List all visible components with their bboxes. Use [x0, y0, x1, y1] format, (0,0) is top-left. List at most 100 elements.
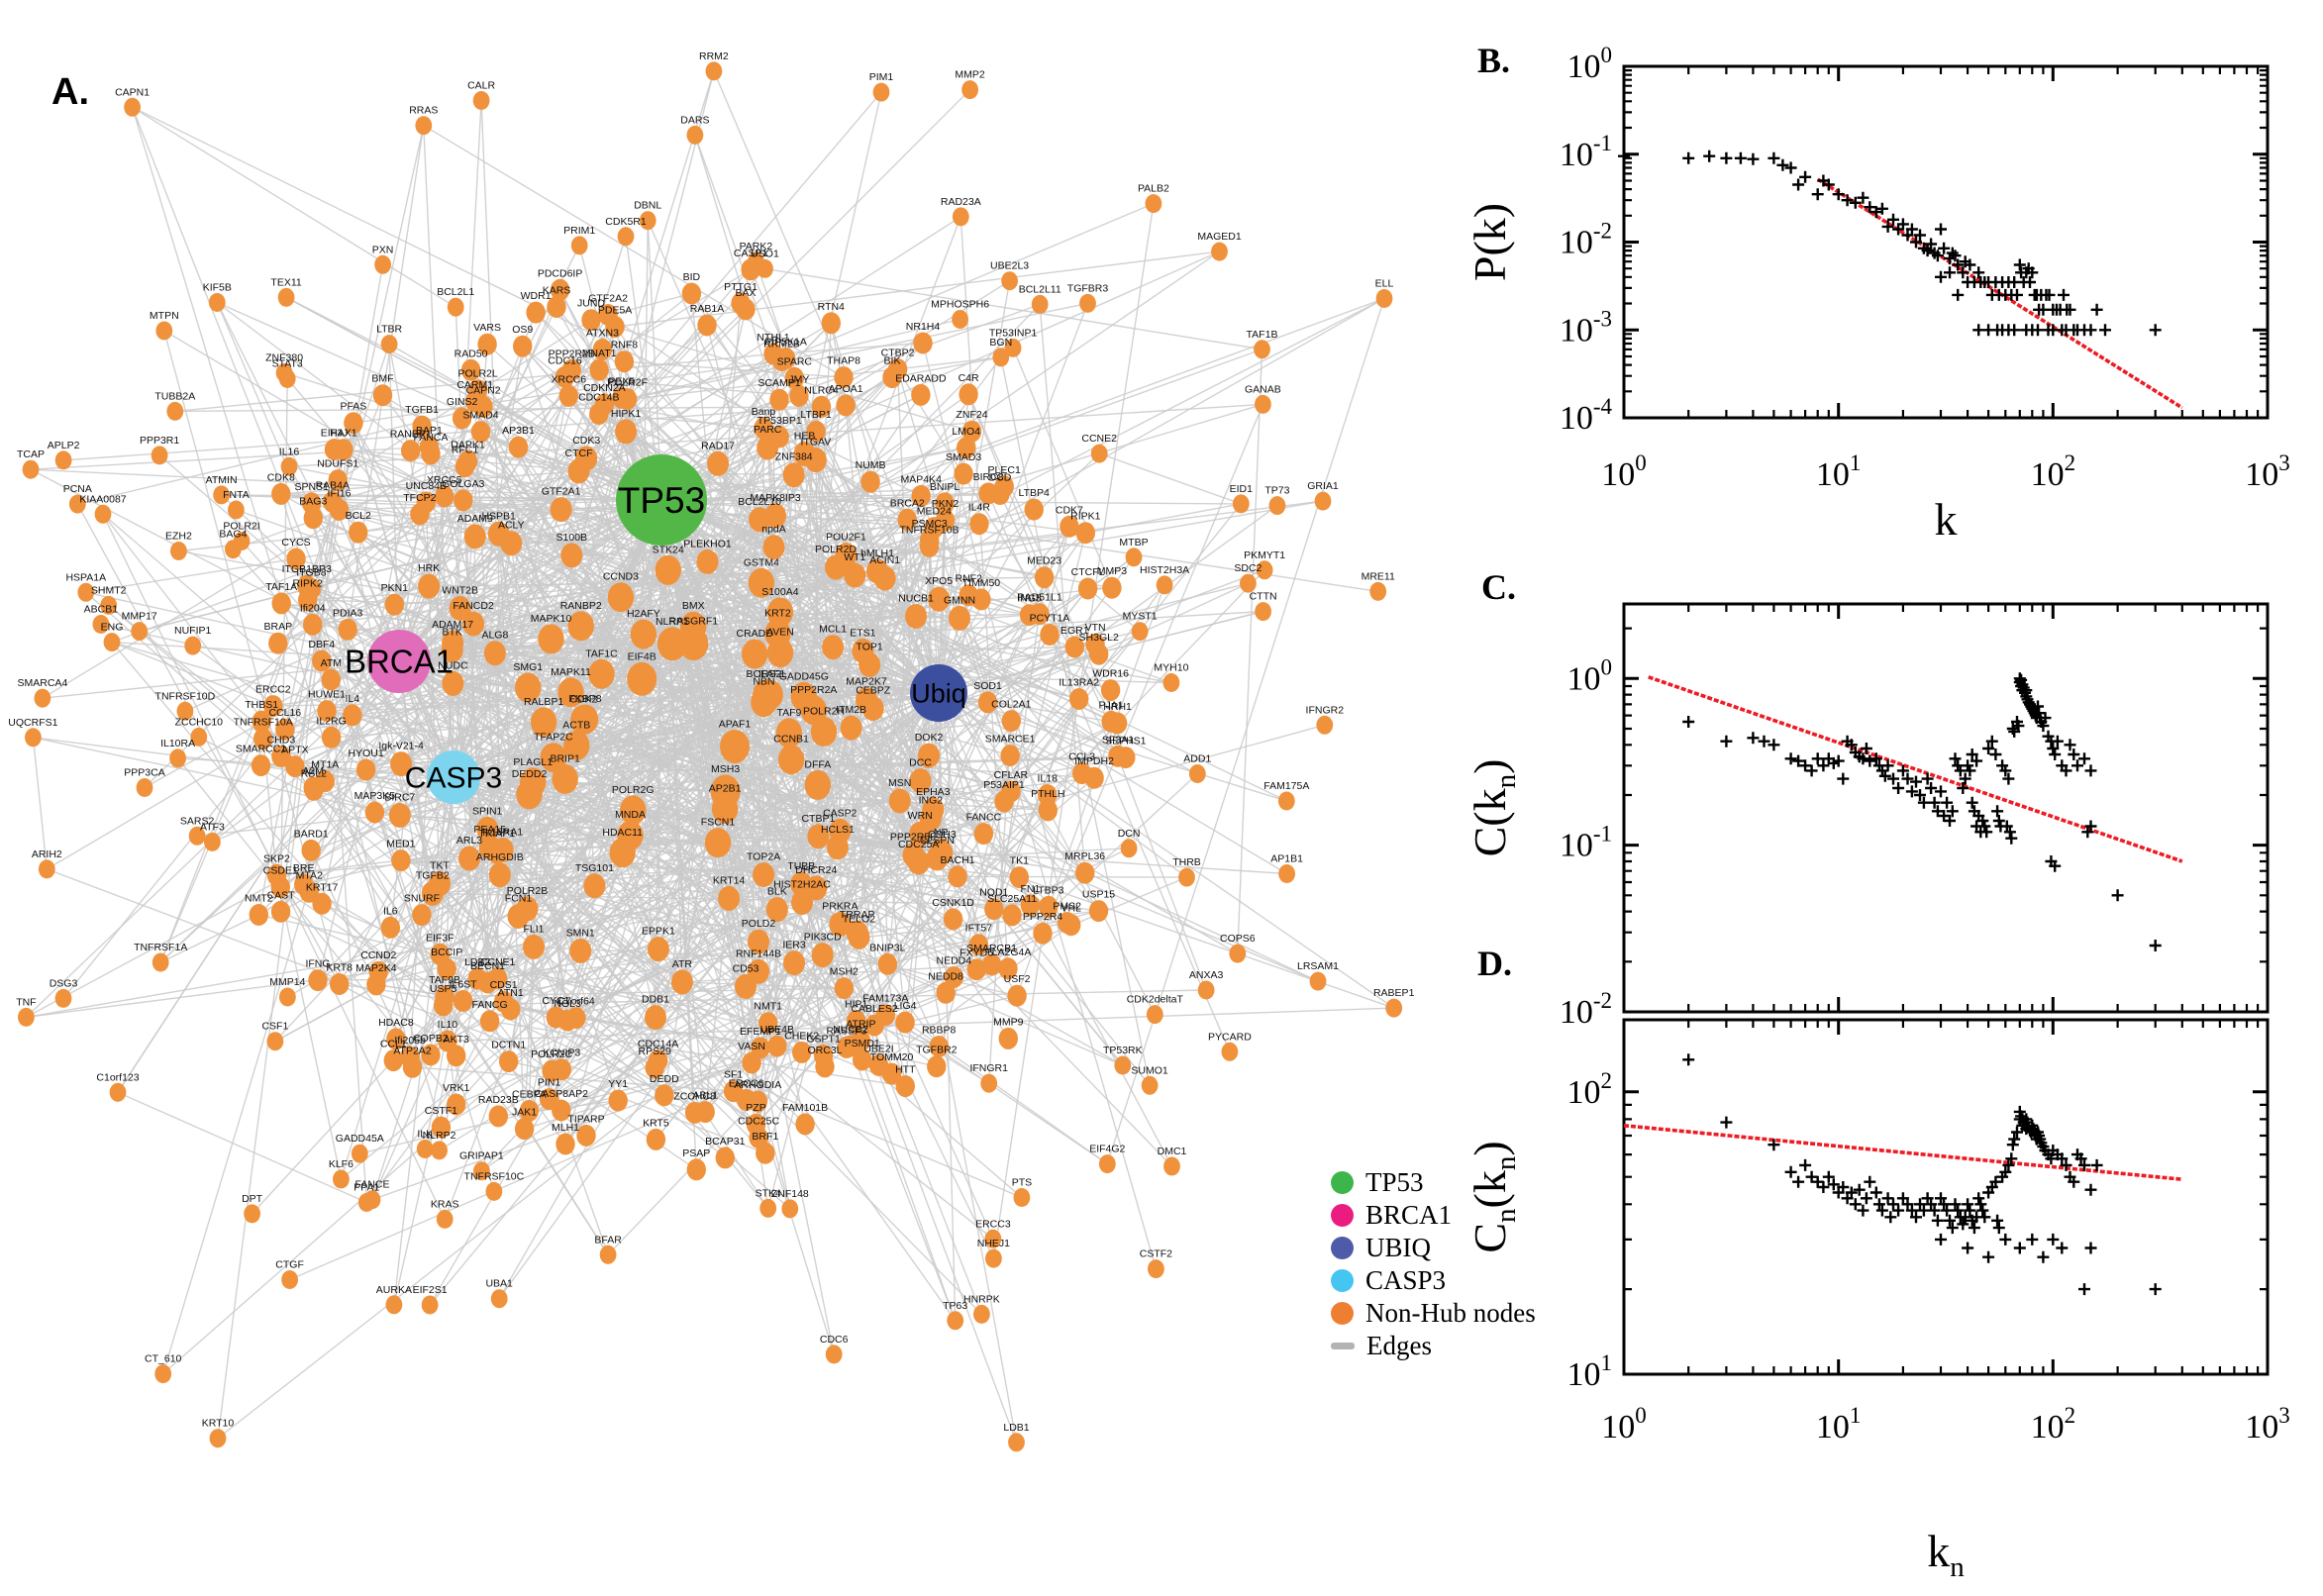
- svg-text:CDK2deltaT: CDK2deltaT: [1127, 994, 1184, 1006]
- svg-text:TP53RK: TP53RK: [1103, 1045, 1143, 1056]
- svg-text:RANBP1: RANBP1: [390, 429, 432, 441]
- svg-text:DCC: DCC: [909, 757, 932, 769]
- svg-text:POLR2H: POLR2H: [803, 706, 845, 718]
- svg-text:CARM1: CARM1: [456, 379, 493, 391]
- svg-text:ELL: ELL: [1375, 278, 1394, 290]
- svg-text:MMP3: MMP3: [1097, 565, 1127, 577]
- svg-text:THBS1: THBS1: [245, 699, 278, 711]
- svg-text:STK24: STK24: [653, 544, 684, 555]
- svg-text:SMARCB1: SMARCB1: [966, 943, 1017, 954]
- svg-text:LRSAM1: LRSAM1: [1297, 960, 1339, 972]
- svg-text:POLR2G: POLR2G: [612, 784, 655, 796]
- svg-text:CAPN2: CAPN2: [466, 384, 501, 396]
- svg-text:SDC2: SDC2: [1234, 562, 1262, 574]
- svg-text:RBL2: RBL2: [301, 767, 327, 779]
- svg-text:PFAS: PFAS: [340, 401, 366, 413]
- svg-text:HRK: HRK: [418, 562, 440, 574]
- hub-node-casp3: [427, 750, 480, 804]
- svg-text:IL13RA2: IL13RA2: [1059, 677, 1099, 689]
- svg-text:10-4: 10-4: [1560, 394, 1613, 437]
- svg-text:HDAC11: HDAC11: [602, 827, 643, 839]
- svg-text:DPT: DPT: [242, 1193, 263, 1205]
- svg-text:CDC6: CDC6: [820, 1334, 849, 1346]
- svg-text:PIN1: PIN1: [538, 1077, 561, 1089]
- svg-text:ING2: ING2: [919, 795, 944, 807]
- svg-text:ATRIP: ATRIP: [846, 1019, 875, 1031]
- svg-text:VARS: VARS: [473, 322, 501, 334]
- svg-text:NHEJ1: NHEJ1: [977, 1238, 1010, 1249]
- svg-text:MYST1: MYST1: [1123, 611, 1158, 623]
- svg-text:RAD17: RAD17: [701, 440, 735, 451]
- scatter-points-c: [1682, 672, 2162, 951]
- svg-text:KRT10: KRT10: [202, 1418, 235, 1430]
- svg-text:IFI16: IFI16: [328, 487, 352, 499]
- svg-text:HUWE1: HUWE1: [308, 689, 346, 701]
- svg-text:ITGB1BP3: ITGB1BP3: [282, 563, 332, 575]
- svg-text:RIPK1: RIPK1: [1070, 511, 1101, 523]
- svg-text:KRAS: KRAS: [431, 1198, 459, 1210]
- svg-text:ERCC3: ERCC3: [975, 1218, 1011, 1230]
- svg-text:CCND3: CCND3: [603, 571, 639, 583]
- svg-text:RTN4: RTN4: [818, 301, 845, 313]
- svg-text:DARS: DARS: [680, 114, 709, 126]
- svg-text:IRS2: IRS2: [758, 668, 782, 680]
- svg-text:DCTN1: DCTN1: [491, 1040, 526, 1051]
- svg-text:AVEN: AVEN: [766, 627, 794, 639]
- svg-text:PXN: PXN: [372, 244, 394, 255]
- svg-text:SMAD3: SMAD3: [946, 451, 981, 463]
- svg-text:SEPHS1: SEPHS1: [1105, 736, 1147, 748]
- svg-text:POLR2I: POLR2I: [223, 521, 259, 533]
- svg-text:SMARCC1: SMARCC1: [236, 744, 287, 755]
- svg-text:LTBP4: LTBP4: [1019, 487, 1050, 499]
- svg-text:KIAA0087: KIAA0087: [79, 493, 126, 505]
- svg-text:BAP1: BAP1: [416, 425, 443, 437]
- svg-text:CCNE2: CCNE2: [1081, 433, 1117, 445]
- svg-text:GTF2A1: GTF2A1: [542, 486, 581, 498]
- casp3-swatch-icon: [1331, 1269, 1354, 1292]
- scatter-points-d: [1682, 1053, 2162, 1296]
- svg-text:RAD51L1: RAD51L1: [1017, 592, 1062, 604]
- svg-text:BIK: BIK: [884, 355, 901, 367]
- svg-text:PLA2G4A: PLA2G4A: [985, 947, 1032, 958]
- svg-text:STAT3: STAT3: [272, 358, 303, 370]
- svg-text:RAB4A: RAB4A: [316, 480, 350, 492]
- svg-text:CTCFL: CTCFL: [1071, 566, 1105, 578]
- svg-text:CALR: CALR: [467, 80, 495, 92]
- svg-text:MNDA: MNDA: [615, 809, 646, 821]
- ubiq-swatch-icon: [1331, 1237, 1354, 1259]
- svg-text:DCN: DCN: [1118, 828, 1141, 840]
- svg-text:UBE2I: UBE2I: [863, 1044, 893, 1055]
- svg-text:WNT2B: WNT2B: [442, 585, 478, 597]
- svg-text:BIRC7: BIRC7: [384, 792, 415, 804]
- svg-text:MED1: MED1: [386, 839, 415, 850]
- svg-text:ARHGDIA: ARHGDIA: [734, 1079, 781, 1091]
- svg-text:XRCC6: XRCC6: [552, 373, 587, 385]
- svg-text:TIPARP: TIPARP: [567, 1113, 604, 1125]
- svg-text:CDC14A: CDC14A: [638, 1039, 678, 1050]
- svg-text:IFNGR2: IFNGR2: [1306, 704, 1345, 716]
- svg-text:BCL2: BCL2: [346, 510, 371, 522]
- svg-text:PLAGL1: PLAGL1: [513, 756, 553, 768]
- svg-text:ITGAV: ITGAV: [801, 437, 832, 449]
- fit-line-d: [1623, 1124, 2182, 1181]
- svg-text:PSMD1: PSMD1: [845, 1038, 880, 1049]
- svg-text:CDKN2A: CDKN2A: [583, 382, 626, 394]
- svg-text:HCLS1: HCLS1: [821, 824, 855, 836]
- svg-text:IL2RG: IL2RG: [316, 715, 346, 727]
- svg-text:SOD1: SOD1: [973, 680, 1002, 692]
- y-axis-title-c: C(kn): [1464, 759, 1522, 857]
- svg-text:MTPN: MTPN: [150, 310, 179, 322]
- svg-text:CHEK2: CHEK2: [784, 1030, 819, 1042]
- svg-text:IMPDH2: IMPDH2: [1074, 755, 1114, 767]
- svg-text:HSPA1A: HSPA1A: [65, 571, 106, 583]
- svg-text:KARS: KARS: [543, 285, 571, 297]
- svg-text:Ubiq: Ubiq: [911, 678, 966, 708]
- svg-text:KIF5B: KIF5B: [203, 282, 232, 294]
- legend-label-ubiq: UBIQ: [1365, 1233, 1431, 1262]
- svg-text:TAF9B: TAF9B: [429, 974, 460, 986]
- svg-text:EGR1: EGR1: [1060, 625, 1089, 637]
- svg-text:MLH1: MLH1: [552, 1122, 579, 1134]
- svg-text:NBN: NBN: [753, 676, 774, 688]
- svg-text:FKBP8: FKBP8: [568, 693, 601, 705]
